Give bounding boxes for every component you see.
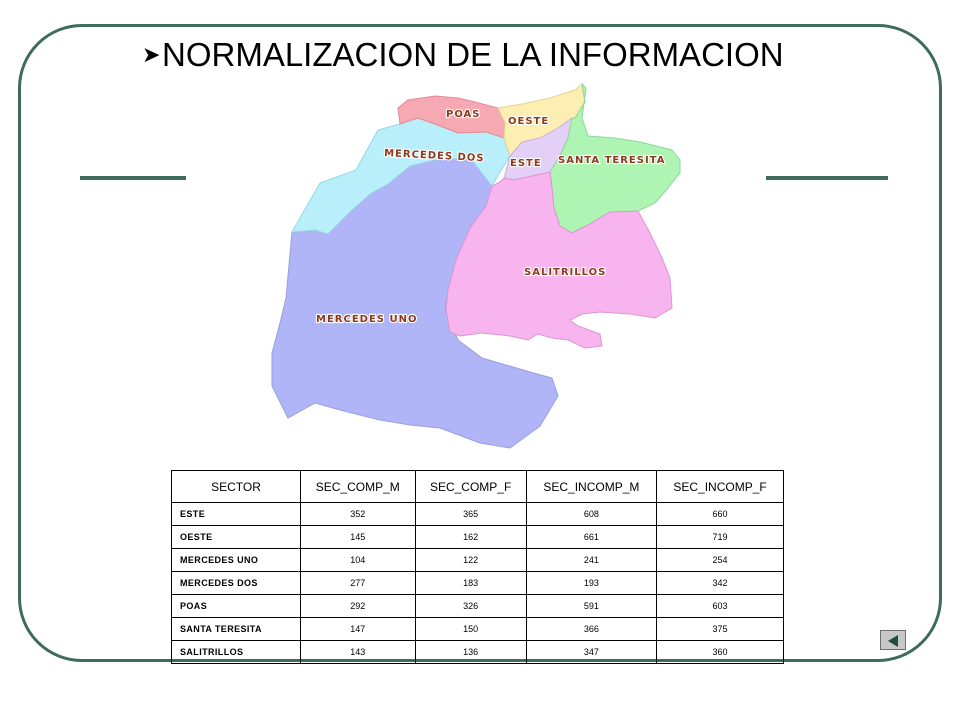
- cell-value: 352: [300, 502, 416, 526]
- sector-data-table: SECTOR SEC_COMP_M SEC_COMP_F SEC_INCOMP_…: [171, 470, 784, 664]
- cell-value: 347: [525, 640, 658, 664]
- cell-value: 277: [300, 571, 416, 595]
- cell-value: 342: [656, 571, 784, 595]
- cell-value: 660: [656, 502, 784, 526]
- map-label-salitrillos: SALITRILLOS: [524, 267, 606, 278]
- cell-value: 591: [525, 594, 658, 618]
- cell-value: 719: [656, 525, 784, 549]
- cell-value: 122: [414, 548, 527, 572]
- table-row: MERCEDES UNO 104 122 241 254: [171, 548, 784, 572]
- cell-value: 608: [525, 502, 658, 526]
- table-row: OESTE 145 162 661 719: [171, 525, 784, 549]
- cell-value: 162: [414, 525, 527, 549]
- map-label-mercedes-uno: MERCEDES UNO: [316, 314, 417, 325]
- cell-value: 365: [414, 502, 527, 526]
- cell-value: 254: [656, 548, 784, 572]
- cell-value: 360: [656, 640, 784, 664]
- header-sec-incomp-m: SEC_INCOMP_M: [525, 470, 658, 503]
- map-label-santa-teresita: SANTA TERESITA: [558, 155, 665, 166]
- cell-sector: MERCEDES UNO: [171, 548, 301, 572]
- header-sec-comp-f: SEC_COMP_F: [414, 470, 527, 503]
- table-row: SANTA TERESITA 147 150 366 375: [171, 617, 784, 641]
- table-row: SALITRILLOS 143 136 347 360: [171, 640, 784, 664]
- slide-title: ➤NORMALIZACION DE LA INFORMACION: [142, 36, 784, 74]
- table-row: MERCEDES DOS 277 183 193 342: [171, 571, 784, 595]
- cell-value: 143: [300, 640, 416, 664]
- cell-value: 145: [300, 525, 416, 549]
- table-row: POAS 292 326 591 603: [171, 594, 784, 618]
- back-button[interactable]: [880, 630, 906, 650]
- cell-sector: SANTA TERESITA: [171, 617, 301, 641]
- region-salitrillos: [445, 171, 673, 349]
- map-label-este: ESTE: [510, 158, 542, 169]
- divider-right: [766, 176, 888, 180]
- sector-map: POAS OESTE MERCEDES DOS ESTE SANTA TERES…: [271, 82, 681, 449]
- cell-value: 104: [300, 548, 416, 572]
- slide-title-text: NORMALIZACION DE LA INFORMACION: [162, 36, 784, 73]
- arrow-bullet-icon: ➤: [142, 42, 161, 67]
- cell-value: 150: [414, 617, 527, 641]
- cell-value: 147: [300, 617, 416, 641]
- cell-value: 292: [300, 594, 416, 618]
- cell-value: 193: [525, 571, 658, 595]
- cell-value: 366: [525, 617, 658, 641]
- cell-sector: ESTE: [171, 502, 301, 526]
- cell-sector: SALITRILLOS: [171, 640, 301, 664]
- back-triangle-icon: [888, 635, 898, 647]
- cell-value: 375: [656, 617, 784, 641]
- cell-sector: MERCEDES DOS: [171, 571, 301, 595]
- cell-sector: OESTE: [171, 525, 301, 549]
- cell-value: 183: [414, 571, 527, 595]
- header-sec-incomp-f: SEC_INCOMP_F: [656, 470, 784, 503]
- header-sec-comp-m: SEC_COMP_M: [300, 470, 416, 503]
- cell-sector: POAS: [171, 594, 301, 618]
- cell-value: 661: [525, 525, 658, 549]
- cell-value: 603: [656, 594, 784, 618]
- table-header-row: SECTOR SEC_COMP_M SEC_COMP_F SEC_INCOMP_…: [171, 470, 784, 503]
- table-row: ESTE 352 365 608 660: [171, 502, 784, 526]
- cell-value: 241: [525, 548, 658, 572]
- header-sector: SECTOR: [171, 470, 301, 503]
- cell-value: 136: [414, 640, 527, 664]
- map-label-poas: POAS: [446, 109, 481, 120]
- divider-left: [80, 176, 186, 180]
- map-label-oeste: OESTE: [508, 116, 549, 127]
- cell-value: 326: [414, 594, 527, 618]
